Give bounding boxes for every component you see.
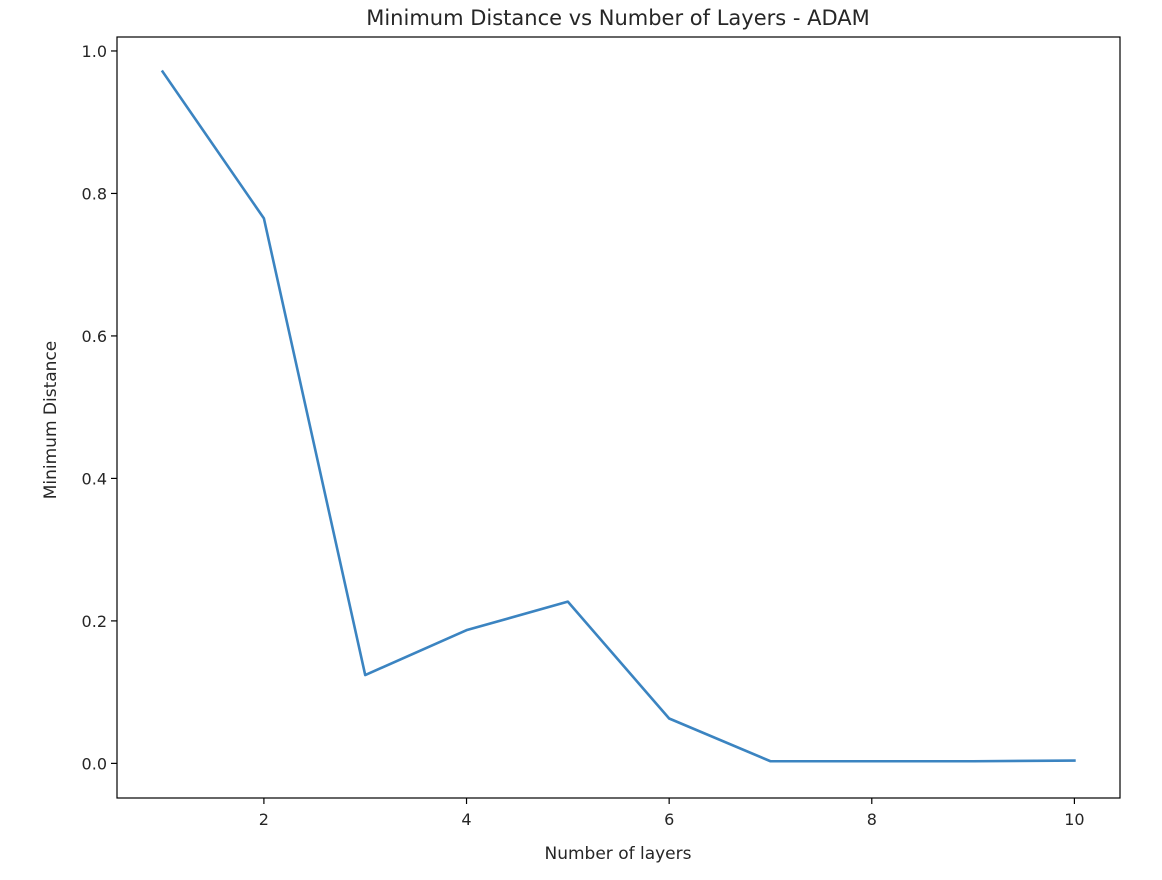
series-layer [160, 69, 1076, 763]
data-point [161, 70, 165, 74]
data-point [465, 628, 469, 632]
x-axis-label: Number of layers [545, 844, 692, 864]
y-tick-label: 0.8 [82, 184, 107, 203]
y-axis-ticks: 0.0 0.2 0.4 0.6 0.8 1.0 [82, 42, 117, 773]
plot-area-frame [116, 36, 1121, 799]
data-point [363, 673, 367, 677]
y-axis-label: Minimum Distance [41, 341, 61, 500]
y-tick-label: 0.4 [82, 469, 107, 488]
x-tick-label: 8 [867, 810, 877, 829]
x-axis-ticks: 2 4 6 8 10 [259, 798, 1085, 829]
x-tick-label: 4 [461, 810, 471, 829]
series-line [160, 69, 1076, 763]
x-tick-label: 2 [259, 810, 269, 829]
x-tick-label: 10 [1064, 810, 1084, 829]
y-tick-label: 0.0 [82, 754, 107, 773]
y-tick-label: 0.2 [82, 612, 107, 631]
data-point [262, 216, 266, 220]
data-point [566, 600, 570, 604]
data-point [667, 716, 671, 720]
data-point [768, 759, 772, 763]
chart-title: Minimum Distance vs Number of Layers - A… [366, 6, 870, 30]
y-tick-label: 1.0 [82, 42, 107, 61]
data-point [870, 759, 874, 763]
x-tick-label: 6 [664, 810, 674, 829]
y-tick-label: 0.6 [82, 327, 107, 346]
data-point [1072, 759, 1076, 763]
data-point [971, 759, 975, 763]
